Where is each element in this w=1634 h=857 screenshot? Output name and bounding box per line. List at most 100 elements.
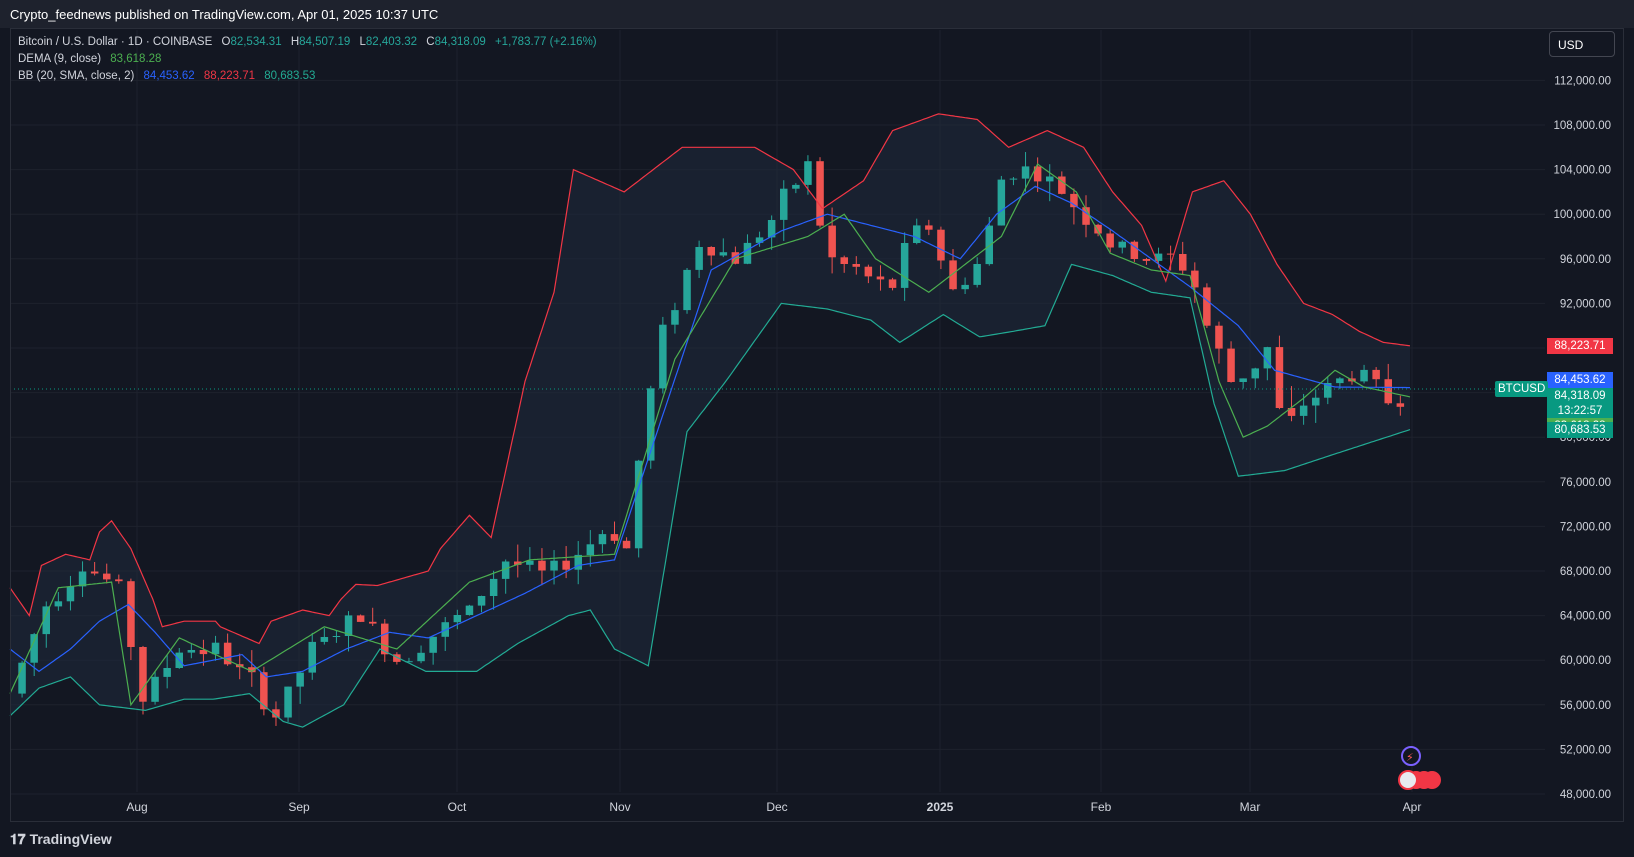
candle[interactable] xyxy=(961,284,969,290)
candle[interactable] xyxy=(1299,405,1308,416)
candle[interactable] xyxy=(900,243,909,288)
candle[interactable] xyxy=(320,637,329,642)
candle[interactable] xyxy=(514,561,522,565)
candle[interactable] xyxy=(66,586,75,602)
candle[interactable] xyxy=(1275,347,1284,408)
candle[interactable] xyxy=(888,279,897,288)
candle[interactable] xyxy=(949,260,957,290)
candle[interactable] xyxy=(211,642,220,655)
candle[interactable] xyxy=(586,544,595,555)
candle[interactable] xyxy=(767,220,776,238)
candle[interactable] xyxy=(1009,178,1018,180)
candle[interactable] xyxy=(1251,368,1260,379)
candle[interactable] xyxy=(1191,270,1199,288)
legend-symbol-row[interactable]: Bitcoin / U.S. Dollar · 1D · COINBASE O8… xyxy=(18,34,597,51)
candle[interactable] xyxy=(429,636,437,653)
candle[interactable] xyxy=(417,652,425,662)
candle[interactable] xyxy=(1070,193,1078,208)
candle[interactable] xyxy=(743,242,752,264)
candle[interactable] xyxy=(1179,254,1187,271)
candle[interactable] xyxy=(223,642,232,665)
candle[interactable] xyxy=(1130,241,1139,259)
event-icons[interactable]: ⚡ xyxy=(1398,746,1441,790)
candle[interactable] xyxy=(550,560,558,571)
candle[interactable] xyxy=(453,615,462,623)
candle[interactable] xyxy=(465,605,474,615)
candle[interactable] xyxy=(816,161,824,226)
candle[interactable] xyxy=(695,247,703,270)
candle[interactable] xyxy=(707,247,716,256)
candle[interactable] xyxy=(538,560,546,571)
candle[interactable] xyxy=(562,560,570,570)
candle[interactable] xyxy=(18,662,26,694)
candle[interactable] xyxy=(1263,347,1272,369)
candle[interactable] xyxy=(1046,176,1054,182)
event-flash-icon[interactable] xyxy=(1401,746,1421,766)
candle[interactable] xyxy=(1227,348,1235,382)
candle[interactable] xyxy=(852,264,861,267)
candle[interactable] xyxy=(296,672,304,687)
candle[interactable] xyxy=(526,560,534,565)
candle[interactable] xyxy=(828,225,836,258)
candle[interactable] xyxy=(622,540,631,549)
candle[interactable] xyxy=(876,276,885,280)
candle[interactable] xyxy=(199,650,208,655)
candle[interactable] xyxy=(1142,259,1151,261)
candle[interactable] xyxy=(369,621,377,624)
candle[interactable] xyxy=(1106,233,1114,248)
candle[interactable] xyxy=(1215,325,1223,349)
candle[interactable] xyxy=(731,252,740,264)
candle[interactable] xyxy=(1239,378,1247,382)
candle[interactable] xyxy=(804,161,812,185)
candle[interactable] xyxy=(477,596,486,606)
candle[interactable] xyxy=(1203,287,1211,326)
candle[interactable] xyxy=(598,534,607,545)
currency-selector[interactable]: USD xyxy=(1549,31,1615,57)
candle[interactable] xyxy=(997,179,1006,226)
candle[interactable] xyxy=(973,264,981,285)
candle[interactable] xyxy=(393,654,401,662)
candle[interactable] xyxy=(755,237,764,243)
candle[interactable] xyxy=(260,672,268,710)
legend-bb-row[interactable]: BB (20, SMA, close, 2) 84,453.62 88,223.… xyxy=(18,68,597,85)
candle[interactable] xyxy=(1372,369,1380,380)
candle[interactable] xyxy=(840,257,849,264)
candle[interactable] xyxy=(610,534,619,541)
candle[interactable] xyxy=(489,578,498,596)
candle[interactable] xyxy=(103,573,111,580)
candle[interactable] xyxy=(1058,176,1066,194)
candle[interactable] xyxy=(308,641,317,673)
candle[interactable] xyxy=(1384,379,1393,404)
candle[interactable] xyxy=(1154,253,1163,261)
candle[interactable] xyxy=(1118,241,1127,248)
candle[interactable] xyxy=(719,252,728,256)
candle[interactable] xyxy=(248,667,256,673)
candle[interactable] xyxy=(985,225,994,265)
candle[interactable] xyxy=(1021,166,1030,179)
legend-dema-row[interactable]: DEMA (9, close) 83,618.28 xyxy=(18,51,597,68)
candle[interactable] xyxy=(272,709,280,718)
candle[interactable] xyxy=(937,229,945,261)
candle[interactable] xyxy=(284,686,292,718)
candle[interactable] xyxy=(574,554,583,570)
candle[interactable] xyxy=(90,571,99,574)
candle[interactable] xyxy=(54,601,63,607)
candle[interactable] xyxy=(163,668,171,677)
candle[interactable] xyxy=(187,650,196,653)
candle[interactable] xyxy=(332,636,341,637)
tradingview-logo[interactable]: 𝟏𝟕 TradingView xyxy=(10,831,112,848)
candle[interactable] xyxy=(127,581,135,647)
candle[interactable] xyxy=(115,579,123,582)
candle[interactable] xyxy=(683,269,691,311)
candle[interactable] xyxy=(1324,383,1332,398)
candle[interactable] xyxy=(659,324,667,389)
candle[interactable] xyxy=(30,634,38,663)
candle[interactable] xyxy=(151,676,159,702)
candle[interactable] xyxy=(913,225,921,243)
candle[interactable] xyxy=(671,310,679,325)
candle[interactable] xyxy=(1396,403,1405,407)
candle[interactable] xyxy=(864,266,873,277)
candle[interactable] xyxy=(344,615,353,636)
candle[interactable] xyxy=(1166,253,1175,255)
